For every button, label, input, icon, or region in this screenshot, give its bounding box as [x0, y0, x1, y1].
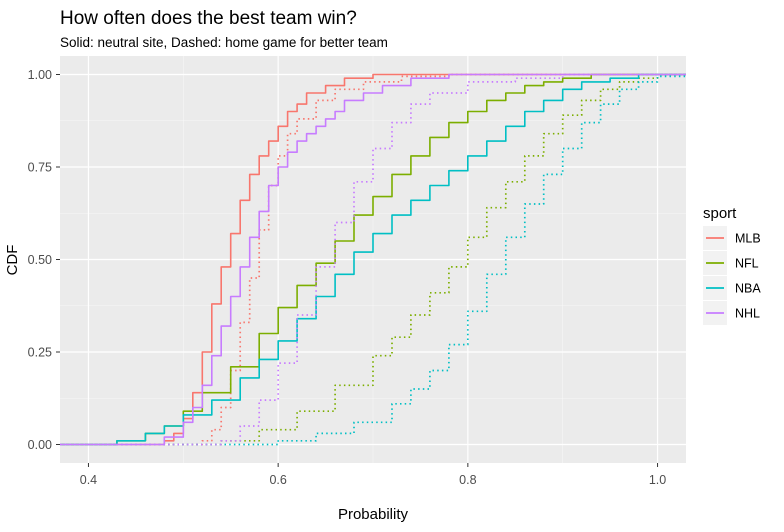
chart-subtitle: Solid: neutral site, Dashed: home game f… [60, 35, 388, 50]
series-nhl-solid [60, 73, 686, 446]
legend: sport MLB NFL NBA NHL [703, 205, 761, 325]
y-tick-label: 1.00 [28, 68, 52, 82]
x-axis-label: Probability [338, 506, 409, 523]
y-tick-label: 0.25 [28, 346, 52, 360]
legend-title: sport [703, 205, 737, 222]
x-tick-label: 1.0 [649, 473, 666, 487]
legend-label-nhl: NHL [735, 307, 760, 321]
y-axis-ticks: 0.00 0.25 0.50 0.75 1.00 [28, 68, 60, 452]
legend-label-nfl: NFL [735, 257, 759, 271]
series-nfl-solid [60, 73, 686, 446]
series-nba-dotted [60, 74, 687, 446]
x-axis-ticks: 0.4 0.6 0.8 1.0 [80, 463, 666, 487]
legend-label-nba: NBA [735, 282, 761, 296]
x-tick-label: 0.6 [269, 473, 286, 487]
y-tick-label: 0.50 [28, 253, 52, 267]
x-tick-label: 0.8 [459, 473, 476, 487]
x-tick-label: 0.4 [80, 473, 97, 487]
chart-title: How often does the best team win? [60, 8, 357, 29]
y-axis-label: CDF [4, 245, 21, 276]
series-lines [60, 73, 687, 446]
legend-items: MLB NFL NBA NHL [703, 226, 761, 325]
series-nhl-dotted [60, 73, 686, 446]
series-nba-solid [60, 73, 686, 446]
legend-label-mlb: MLB [735, 232, 761, 246]
y-tick-label: 0.00 [28, 438, 52, 452]
y-tick-label: 0.75 [28, 161, 52, 175]
